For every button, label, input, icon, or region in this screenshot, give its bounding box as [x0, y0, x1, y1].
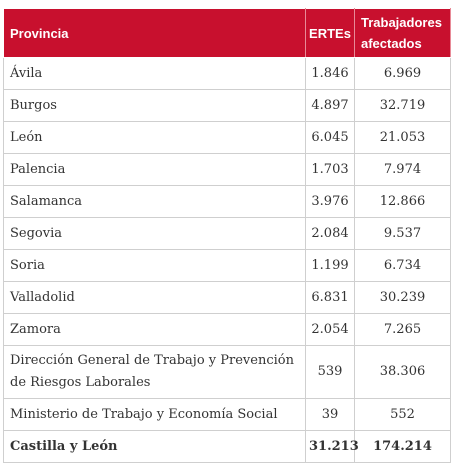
province-name: León — [3, 121, 306, 154]
workers-count: 7.265 — [354, 313, 451, 346]
ertes-count: 4.897 — [305, 89, 355, 122]
workers-count: 6.734 — [354, 249, 451, 282]
ertes-count: 2.084 — [305, 217, 355, 250]
province-name: Ministerio de Trabajo y Economía Social — [3, 398, 306, 431]
total-row: Castilla y León 31.213 174.214 — [3, 430, 451, 463]
workers-count: 32.719 — [354, 89, 451, 122]
table-row: Ministerio de Trabajo y Economía Social … — [3, 398, 451, 431]
province-name: Soria — [3, 249, 306, 282]
table-header: Provincia ERTEs Trabajadores afectados — [3, 8, 451, 58]
header-workers: Trabajadores afectados — [354, 8, 451, 58]
total-label: Castilla y León — [3, 430, 306, 463]
ertes-table: Provincia ERTEs Trabajadores afectados Á… — [3, 8, 451, 463]
workers-count: 38.306 — [354, 345, 451, 399]
workers-count: 9.537 — [354, 217, 451, 250]
header-ertes: ERTEs — [305, 8, 355, 58]
ertes-count: 2.054 — [305, 313, 355, 346]
table-row: León 6.045 21.053 — [3, 121, 451, 154]
province-name: Salamanca — [3, 185, 306, 218]
table-row: Segovia 2.084 9.537 — [3, 217, 451, 250]
total-ertes: 31.213 — [305, 430, 359, 463]
ertes-count: 6.831 — [305, 281, 355, 314]
ertes-count: 539 — [305, 345, 355, 399]
workers-count: 21.053 — [354, 121, 451, 154]
province-name: Palencia — [3, 153, 306, 186]
header-province: Provincia — [3, 8, 306, 58]
header-row: Provincia ERTEs Trabajadores afectados — [3, 8, 451, 58]
table-row: Burgos 4.897 32.719 — [3, 89, 451, 122]
total-workers: 174.214 — [354, 430, 451, 463]
table-row: Soria 1.199 6.734 — [3, 249, 451, 282]
province-name: Ávila — [3, 57, 306, 90]
province-name: Burgos — [3, 89, 306, 122]
workers-count: 30.239 — [354, 281, 451, 314]
province-name: Zamora — [3, 313, 306, 346]
ertes-count: 39 — [305, 398, 355, 431]
table-body: Ávila 1.846 6.969 Burgos 4.897 32.719 Le… — [3, 57, 451, 463]
ertes-table-container: Provincia ERTEs Trabajadores afectados Á… — [3, 8, 451, 463]
workers-count: 7.974 — [354, 153, 451, 186]
province-name: Valladolid — [3, 281, 306, 314]
table-row: Zamora 2.054 7.265 — [3, 313, 451, 346]
workers-count: 552 — [354, 398, 451, 431]
province-name: Dirección General de Trabajo y Prevenció… — [3, 345, 306, 399]
table-row: Valladolid 6.831 30.239 — [3, 281, 451, 314]
ertes-count: 1.199 — [305, 249, 355, 282]
ertes-count: 3.976 — [305, 185, 355, 218]
ertes-count: 6.045 — [305, 121, 355, 154]
ertes-count: 1.703 — [305, 153, 355, 186]
province-name: Segovia — [3, 217, 306, 250]
workers-count: 6.969 — [354, 57, 451, 90]
table-row: Salamanca 3.976 12.866 — [3, 185, 451, 218]
workers-count: 12.866 — [354, 185, 451, 218]
table-row: Dirección General de Trabajo y Prevenció… — [3, 345, 451, 399]
table-row: Ávila 1.846 6.969 — [3, 57, 451, 90]
table-row: Palencia 1.703 7.974 — [3, 153, 451, 186]
ertes-count: 1.846 — [305, 57, 355, 90]
